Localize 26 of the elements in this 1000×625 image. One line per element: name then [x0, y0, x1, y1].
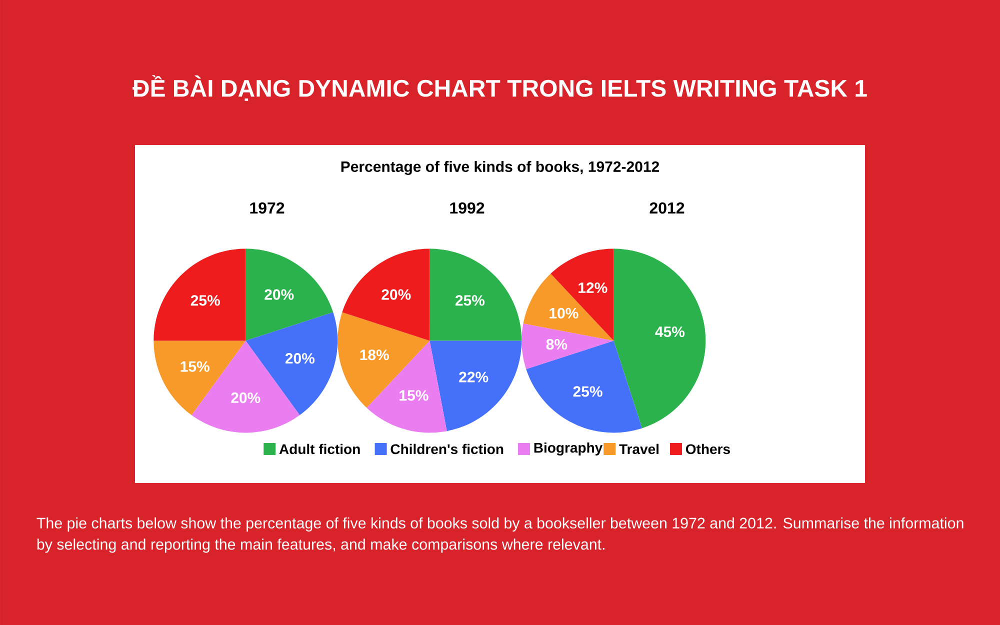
legend-label: Biography	[534, 442, 603, 456]
legend-label: Travel	[619, 444, 658, 454]
data-label: 10%	[550, 308, 578, 319]
legend-label: Adult fiction	[279, 444, 360, 454]
data-label: 25%	[573, 386, 602, 397]
data-label: 20%	[231, 392, 260, 404]
legend-label: Children's fiction	[390, 444, 504, 454]
data-label: 25%	[455, 295, 485, 306]
text: ĐỀ BÀI DẠNG DYNAMIC CHART TRONG IELTS WRITING TASK 1	[132, 75, 867, 101]
chart-title: 1992	[450, 202, 484, 214]
data-label: 22%	[459, 372, 488, 382]
data-label: 20%	[382, 289, 411, 300]
data-label: 18%	[360, 350, 389, 360]
text: The pie charts below show the percentage of five kinds of books sold by a bookseller between 1972 and 2012. Summarise the information by selecting and reporting the main features, and make comparisons where relevant.	[36, 517, 964, 553]
text: Percentage of five kinds of books, 1972-2012	[341, 160, 660, 175]
chart-title: 2012	[650, 202, 684, 214]
data-label: 15%	[180, 361, 210, 372]
data-label: 15%	[400, 390, 428, 401]
legend-label: Others	[686, 444, 730, 454]
data-label: 25%	[190, 295, 220, 306]
data-label: 20%	[285, 353, 315, 364]
data-label: 12%	[578, 282, 608, 294]
data-label: 20%	[264, 289, 294, 300]
data-label: 8%	[546, 338, 568, 350]
chart-title: 1972	[250, 202, 284, 214]
data-label: 45%	[655, 326, 685, 338]
